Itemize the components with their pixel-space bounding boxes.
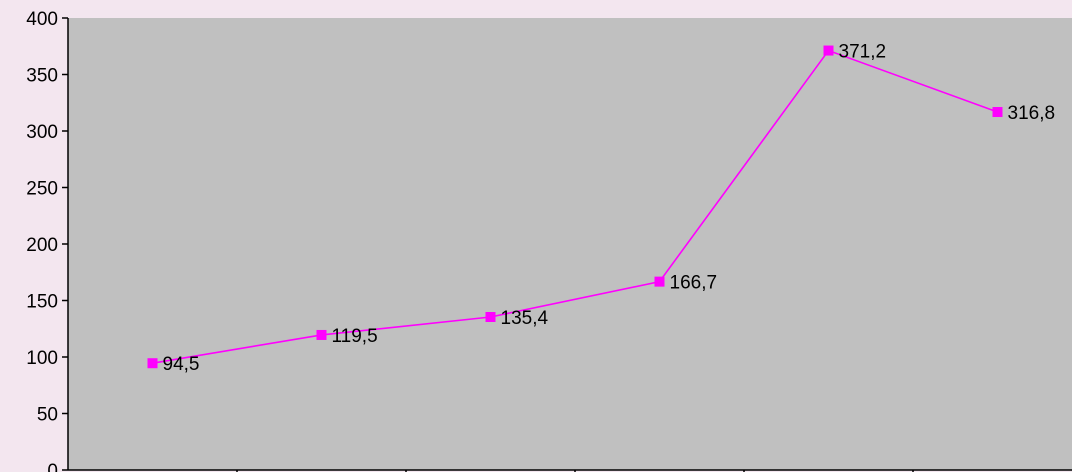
y-tick-label: 100: [26, 348, 58, 369]
y-tick-label: 50: [37, 405, 58, 426]
y-tick-label: 400: [26, 9, 58, 30]
data-point: [654, 276, 665, 287]
data-point: [992, 107, 1003, 118]
y-tick-label: 300: [26, 122, 58, 143]
plot-area: [68, 18, 1072, 470]
y-tick-label: 350: [26, 66, 58, 87]
y-tick-label: 0: [47, 461, 58, 472]
data-point: [147, 358, 158, 369]
data-label: 94,5: [163, 354, 200, 375]
data-point: [485, 311, 496, 322]
data-label: 135,4: [501, 308, 549, 329]
data-label: 166,7: [670, 273, 718, 294]
series-line: [152, 49, 998, 365]
data-point: [823, 45, 834, 56]
data-point: [316, 329, 327, 340]
data-label: 371,2: [839, 42, 887, 63]
data-label: 119,5: [332, 326, 378, 347]
y-tick-label: 250: [26, 179, 58, 200]
y-tick-label: 200: [26, 235, 58, 256]
y-tick-label: 150: [26, 292, 58, 313]
data-label: 316,8: [1008, 103, 1056, 124]
